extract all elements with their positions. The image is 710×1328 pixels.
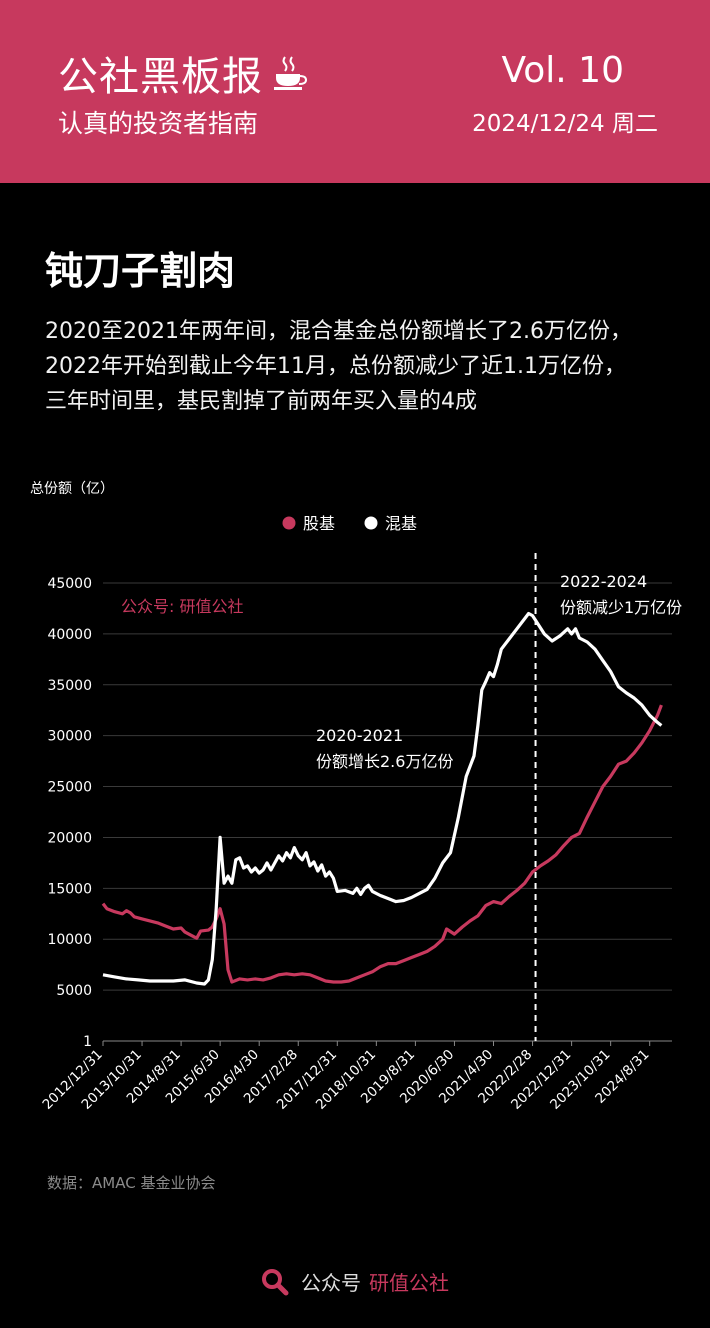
header-banner: 公社黑板报 认真的投资者指南 Vol. 10 2024/12/24 周二: [0, 0, 710, 183]
y-tick-label: 10000: [47, 932, 92, 948]
series-line-stock-funds: [101, 704, 663, 984]
chart-watermark: 公众号: 研值公社: [121, 597, 243, 616]
chart-annotation: 份额减少1万亿份: [560, 598, 682, 617]
summary-line: 三年时间里，基民割掉了前两年买入量的4成: [45, 389, 477, 414]
chart-annotation: 2020-2021: [316, 726, 403, 745]
legend-label: 混基: [385, 514, 417, 533]
brand-title: 公社黑板报: [58, 54, 263, 100]
legend-marker: [364, 516, 378, 530]
summary-line: 2020至2021年两年间，混合基金总份额增长了2.6万亿份，: [45, 319, 632, 344]
article-title: 钝刀子割肉: [45, 249, 236, 293]
volume-label: Vol. 10: [501, 50, 624, 91]
article-summary: 2020至2021年两年间，混合基金总份额增长了2.6万亿份， 2022年开始到…: [45, 314, 685, 419]
y-tick-label: 20000: [47, 830, 92, 846]
series-line-mixed-funds: [102, 611, 663, 986]
data-source: 数据：AMAC 基金业协会: [47, 1174, 216, 1192]
footer-prefix: 公众号: [301, 1271, 361, 1295]
tagline: 认真的投资者指南: [58, 109, 259, 138]
footer-account-name: 研值公社: [369, 1271, 449, 1295]
footer: 公众号 研值公社: [0, 1267, 710, 1296]
chart-annotation: 份额增长2.6万亿份: [316, 752, 453, 771]
y-tick-label: 45000: [47, 576, 92, 592]
y-tick-label: 35000: [47, 678, 92, 694]
issue-date: 2024/12/24 周二: [472, 111, 658, 137]
y-tick-label: 15000: [47, 881, 92, 897]
legend-marker: [282, 516, 296, 530]
y-tick-label: 5000: [56, 983, 92, 999]
legend-label: 股基: [303, 514, 335, 533]
brand: 公社黑板报: [58, 44, 309, 102]
coffee-cup-icon: [274, 56, 308, 90]
summary-line: 2022年开始到截止今年11月，总份额减少了近1.1万亿份，: [45, 354, 626, 379]
y-tick-label: 40000: [47, 627, 92, 643]
y-tick-label: 1: [83, 1034, 92, 1050]
y-tick-label: 30000: [47, 729, 92, 745]
fund-shares-chart: 总份额（亿） 股基 混基 45000 40000 35000 30000 25000 20000…: [30, 481, 682, 1113]
y-tick-label: 25000: [47, 780, 92, 796]
y-axis-label: 总份额（亿）: [30, 481, 114, 497]
search-icon: [262, 1268, 289, 1295]
chart-annotation: 2022-2024: [560, 572, 647, 591]
